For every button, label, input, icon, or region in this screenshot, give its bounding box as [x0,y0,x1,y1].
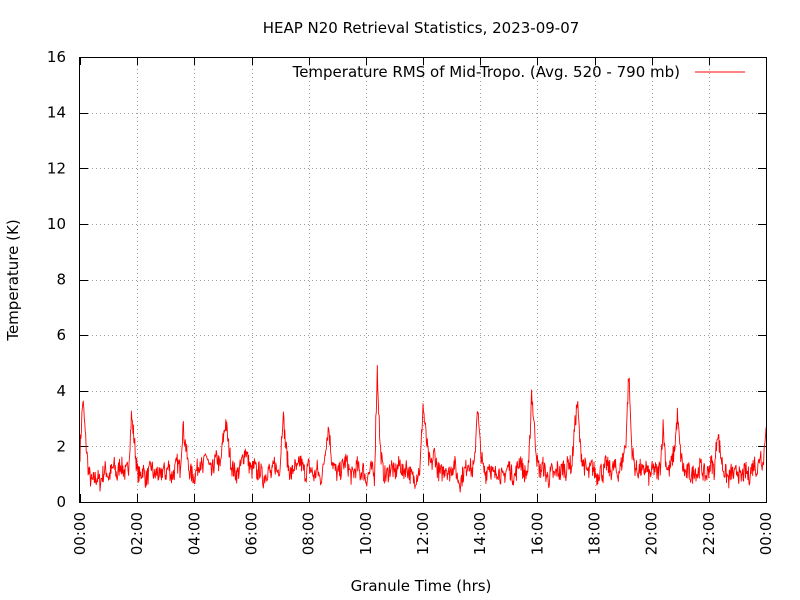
legend: Temperature RMS of Mid-Tropo. (Avg. 520 … [292,63,745,81]
y-tick-label: 0 [56,493,66,511]
x-tick-label: 08:00 [300,512,318,555]
x-tick-label: 02:00 [128,512,146,555]
x-tick-label: 00:00 [757,512,775,555]
x-tick-label: 04:00 [185,512,203,555]
x-tick-label: 20:00 [643,512,661,555]
y-tick-label: 2 [56,437,66,455]
y-axis-label: Temperature (K) [4,219,22,341]
y-axis-tick-labels: 0 2 4 6 8 10 12 14 16 [47,48,66,511]
x-tick-label: 06:00 [243,512,261,555]
x-axis-label: Granule Time (hrs) [351,577,492,595]
y-tick-label: 10 [47,215,66,233]
chart-title: HEAP N20 Retrieval Statistics, 2023-09-0… [263,19,580,37]
x-tick-label: 14:00 [471,512,489,555]
y-tick-label: 8 [56,271,66,289]
x-tick-label: 22:00 [700,512,718,555]
y-tick-label: 14 [47,104,66,122]
y-tick-label: 12 [47,159,66,177]
y-tick-label: 4 [56,382,66,400]
x-tick-label: 12:00 [414,512,432,555]
x-axis-tick-labels: 00:00 02:00 04:00 06:00 08:00 10:00 12:00 14:00… [71,512,775,555]
y-tick-label: 16 [47,48,66,66]
x-tick-label: 00:00 [71,512,89,555]
x-tick-label: 18:00 [586,512,604,555]
x-tick-label: 16:00 [528,512,546,555]
legend-label: Temperature RMS of Mid-Tropo. (Avg. 520 … [292,63,680,81]
x-tick-label: 10:00 [357,512,375,555]
y-tick-label: 6 [56,326,66,344]
